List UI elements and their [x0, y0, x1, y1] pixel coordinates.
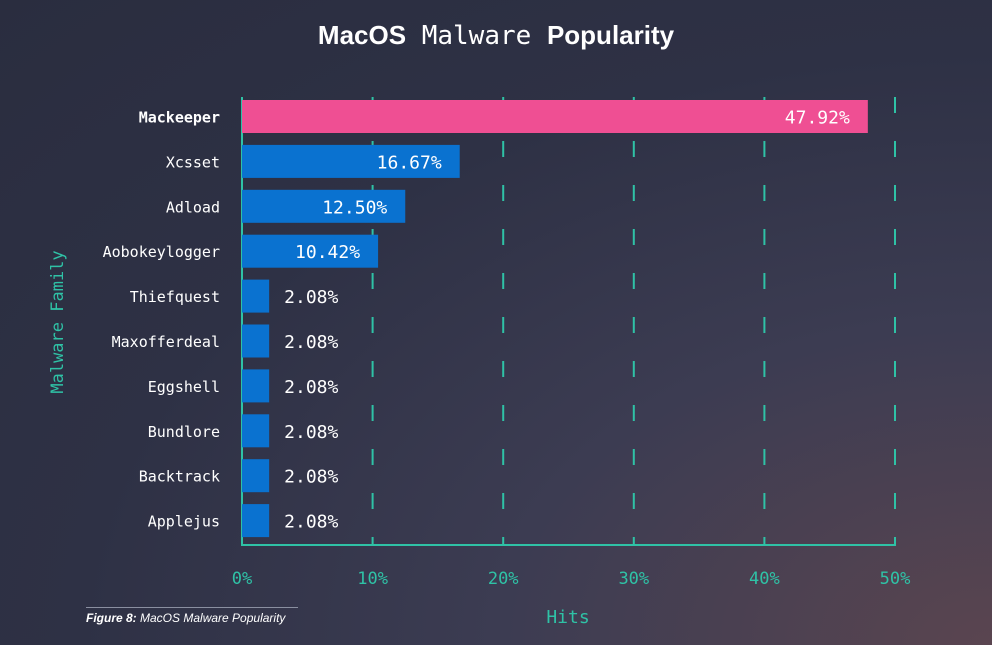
value-label: 10.42% — [295, 242, 360, 263]
bar — [242, 189, 406, 223]
category-label: Thiefquest — [130, 288, 220, 306]
title-part-3: Popularity — [546, 20, 675, 50]
category-label: Adload — [166, 198, 220, 216]
bar — [242, 324, 270, 358]
y-axis-title: Malware Family — [48, 250, 68, 393]
value-label: 2.08% — [284, 377, 338, 398]
x-tick-label: 20% — [488, 569, 519, 589]
x-tick-label: 40% — [749, 569, 780, 589]
x-tick-label: 30% — [618, 569, 649, 589]
x-tick-label: 0% — [232, 569, 252, 589]
bar — [242, 414, 270, 448]
bar — [242, 459, 270, 493]
bar — [242, 234, 379, 268]
value-label: 2.08% — [284, 512, 338, 533]
value-label: 2.08% — [284, 422, 338, 443]
bar — [242, 369, 270, 403]
chart-title: MacOS Malware Popularity — [0, 20, 992, 51]
value-label: 12.50% — [322, 197, 387, 218]
x-tick-label: 50% — [880, 569, 911, 589]
value-label: 47.92% — [785, 108, 850, 129]
category-label: Xcsset — [166, 153, 220, 171]
bar — [242, 144, 460, 178]
bar — [242, 504, 270, 538]
category-label: Mackeeper — [139, 109, 220, 127]
value-label: 2.08% — [284, 287, 338, 308]
caption-text: MacOS Malware Popularity — [140, 611, 286, 625]
x-tick-label: 10% — [357, 569, 388, 589]
bar — [242, 100, 868, 133]
title-part-1: MacOS — [317, 20, 407, 50]
title-part-2: Malware — [421, 21, 532, 51]
value-label: 2.08% — [284, 332, 338, 353]
category-label: Maxofferdeal — [112, 333, 220, 351]
category-label: Backtrack — [139, 468, 220, 486]
caption-label: Figure 8: — [86, 611, 137, 625]
value-label: 2.08% — [284, 467, 338, 488]
category-label: Bundlore — [148, 423, 220, 441]
value-label: 16.67% — [377, 152, 442, 173]
x-axis-title: Hits — [546, 607, 589, 628]
category-label: Aobokeylogger — [103, 243, 220, 261]
caption-divider — [86, 607, 298, 608]
bar — [242, 279, 270, 313]
figure-caption: Figure 8: MacOS Malware Popularity — [86, 611, 285, 625]
category-label: Applejus — [148, 513, 220, 531]
category-label: Eggshell — [148, 378, 220, 396]
